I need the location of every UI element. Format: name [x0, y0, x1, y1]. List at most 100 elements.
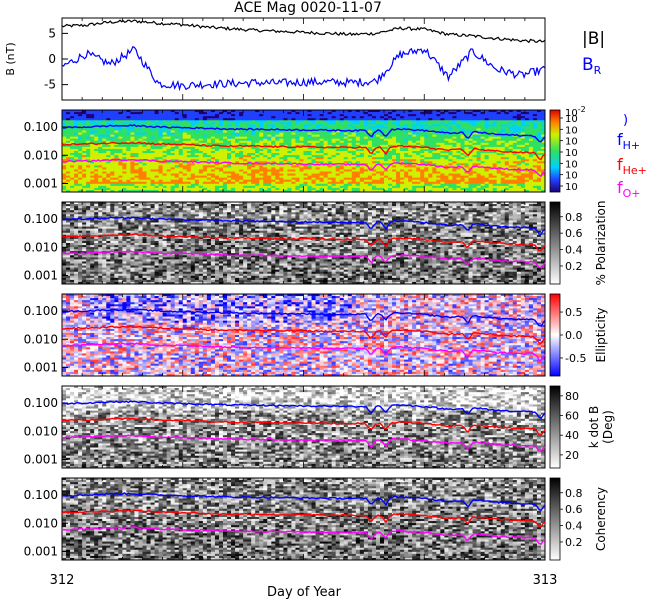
heatmap-cell — [271, 122, 276, 125]
heatmap-cell — [150, 171, 155, 174]
heatmap-cell — [267, 179, 272, 183]
heatmap-cell — [146, 187, 151, 191]
heatmap-cell — [154, 161, 159, 164]
heatmap-cell — [110, 169, 115, 172]
heatmap-cell — [198, 130, 204, 133]
heatmap-cell — [82, 183, 87, 187]
heatmap-cell — [404, 189, 409, 193]
heatmap-cell — [440, 153, 445, 156]
heatmap-cell — [303, 112, 308, 115]
heatmap-cell — [174, 130, 180, 133]
heatmap-cell — [303, 146, 308, 150]
heatmap-cell — [323, 126, 329, 129]
heatmap-cell — [243, 110, 248, 113]
heatmap-cell — [182, 183, 188, 187]
heatmap-cell — [319, 187, 325, 191]
heatmap-cell — [182, 185, 188, 189]
heatmap-cell — [243, 138, 248, 142]
heatmap-cell — [90, 163, 95, 166]
heatmap-cell — [347, 157, 353, 160]
heatmap-cell — [150, 138, 155, 142]
heatmap-cell — [412, 128, 417, 131]
heatmap-cell — [460, 163, 465, 166]
heatmap-cell — [259, 142, 264, 146]
heatmap-cell — [118, 146, 123, 150]
heatmap-cell — [82, 161, 87, 164]
heatmap-cell — [327, 171, 333, 174]
heatmap-cell — [271, 138, 276, 142]
heatmap-cell — [206, 171, 212, 174]
heatmap-cell — [166, 144, 172, 148]
heatmap-cell — [110, 171, 115, 174]
heatmap-cell — [114, 161, 119, 164]
heatmap-cell — [456, 112, 461, 115]
heatmap-cell — [259, 114, 264, 117]
heatmap-cell — [142, 173, 147, 176]
heatmap-cell — [150, 116, 155, 119]
heatmap-cell — [62, 122, 67, 125]
heatmap-cell — [190, 185, 196, 189]
heatmap-cell — [166, 175, 172, 179]
heatmap-cell — [158, 134, 164, 138]
heatmap-cell — [98, 122, 103, 125]
heatmap-cell — [432, 140, 437, 144]
heatmap-cell — [472, 175, 477, 179]
heatmap-cell — [335, 118, 341, 121]
heatmap-cell — [384, 171, 389, 174]
heatmap-cell — [154, 155, 159, 158]
heatmap-cell — [62, 183, 67, 187]
heatmap-cell — [243, 159, 248, 162]
heatmap-cell — [275, 122, 280, 125]
heatmap-cell — [468, 175, 473, 179]
heatmap-cell — [291, 161, 296, 164]
heatmap-cell — [174, 173, 180, 176]
heatmap-cell — [408, 165, 413, 168]
heatmap-cell — [206, 187, 212, 191]
heatmap-cell — [440, 159, 445, 162]
heatmap-cell — [303, 148, 308, 152]
heatmap-cell — [388, 183, 393, 187]
heatmap-cell — [464, 144, 469, 148]
heatmap-cell — [351, 173, 357, 176]
heatmap-cell — [118, 118, 123, 121]
heatmap-cell — [444, 165, 449, 168]
heatmap-cell — [122, 177, 127, 181]
heatmap-cell — [251, 175, 256, 179]
heatmap-cell — [396, 148, 401, 152]
heatmap-cell — [347, 161, 353, 164]
heatmap-cell — [239, 140, 244, 144]
heatmap-cell — [440, 116, 445, 119]
heatmap-cell — [70, 118, 75, 121]
heatmap-cell — [279, 171, 284, 174]
heatmap-cell — [343, 157, 349, 160]
heatmap-cell — [247, 181, 252, 185]
heatmap-cell — [464, 171, 469, 174]
heatmap-cell — [66, 124, 71, 127]
heatmap-cell — [134, 114, 139, 117]
heatmap-cell — [420, 136, 425, 140]
heatmap-cell — [82, 187, 87, 191]
heatmap-cell — [110, 110, 115, 113]
heatmap-cell — [295, 124, 300, 127]
legend-b-magnitude: |B| — [582, 29, 605, 49]
heatmap-cell — [122, 185, 127, 189]
heatmap-cell — [62, 167, 67, 170]
heatmap-cell — [118, 157, 123, 160]
heatmap-cell — [182, 148, 188, 152]
heatmap-cell — [90, 126, 95, 129]
heatmap-cell — [412, 140, 417, 144]
heatmap-cell — [303, 181, 308, 185]
heatmap-cell — [468, 181, 473, 185]
heatmap-cell — [106, 181, 111, 185]
y-tick-label: 5 — [48, 26, 56, 40]
colorbar-tick-label: 10 — [565, 182, 578, 193]
heatmap-cell — [279, 118, 284, 121]
heatmap-cell — [331, 169, 337, 172]
heatmap-cell — [106, 167, 111, 170]
heatmap-cell — [283, 189, 288, 193]
heatmap-cell — [412, 177, 417, 181]
heatmap-cell — [86, 181, 91, 185]
heatmap-cell — [90, 183, 95, 187]
heatmap-cell — [444, 126, 449, 129]
heatmap-cell — [367, 140, 373, 144]
